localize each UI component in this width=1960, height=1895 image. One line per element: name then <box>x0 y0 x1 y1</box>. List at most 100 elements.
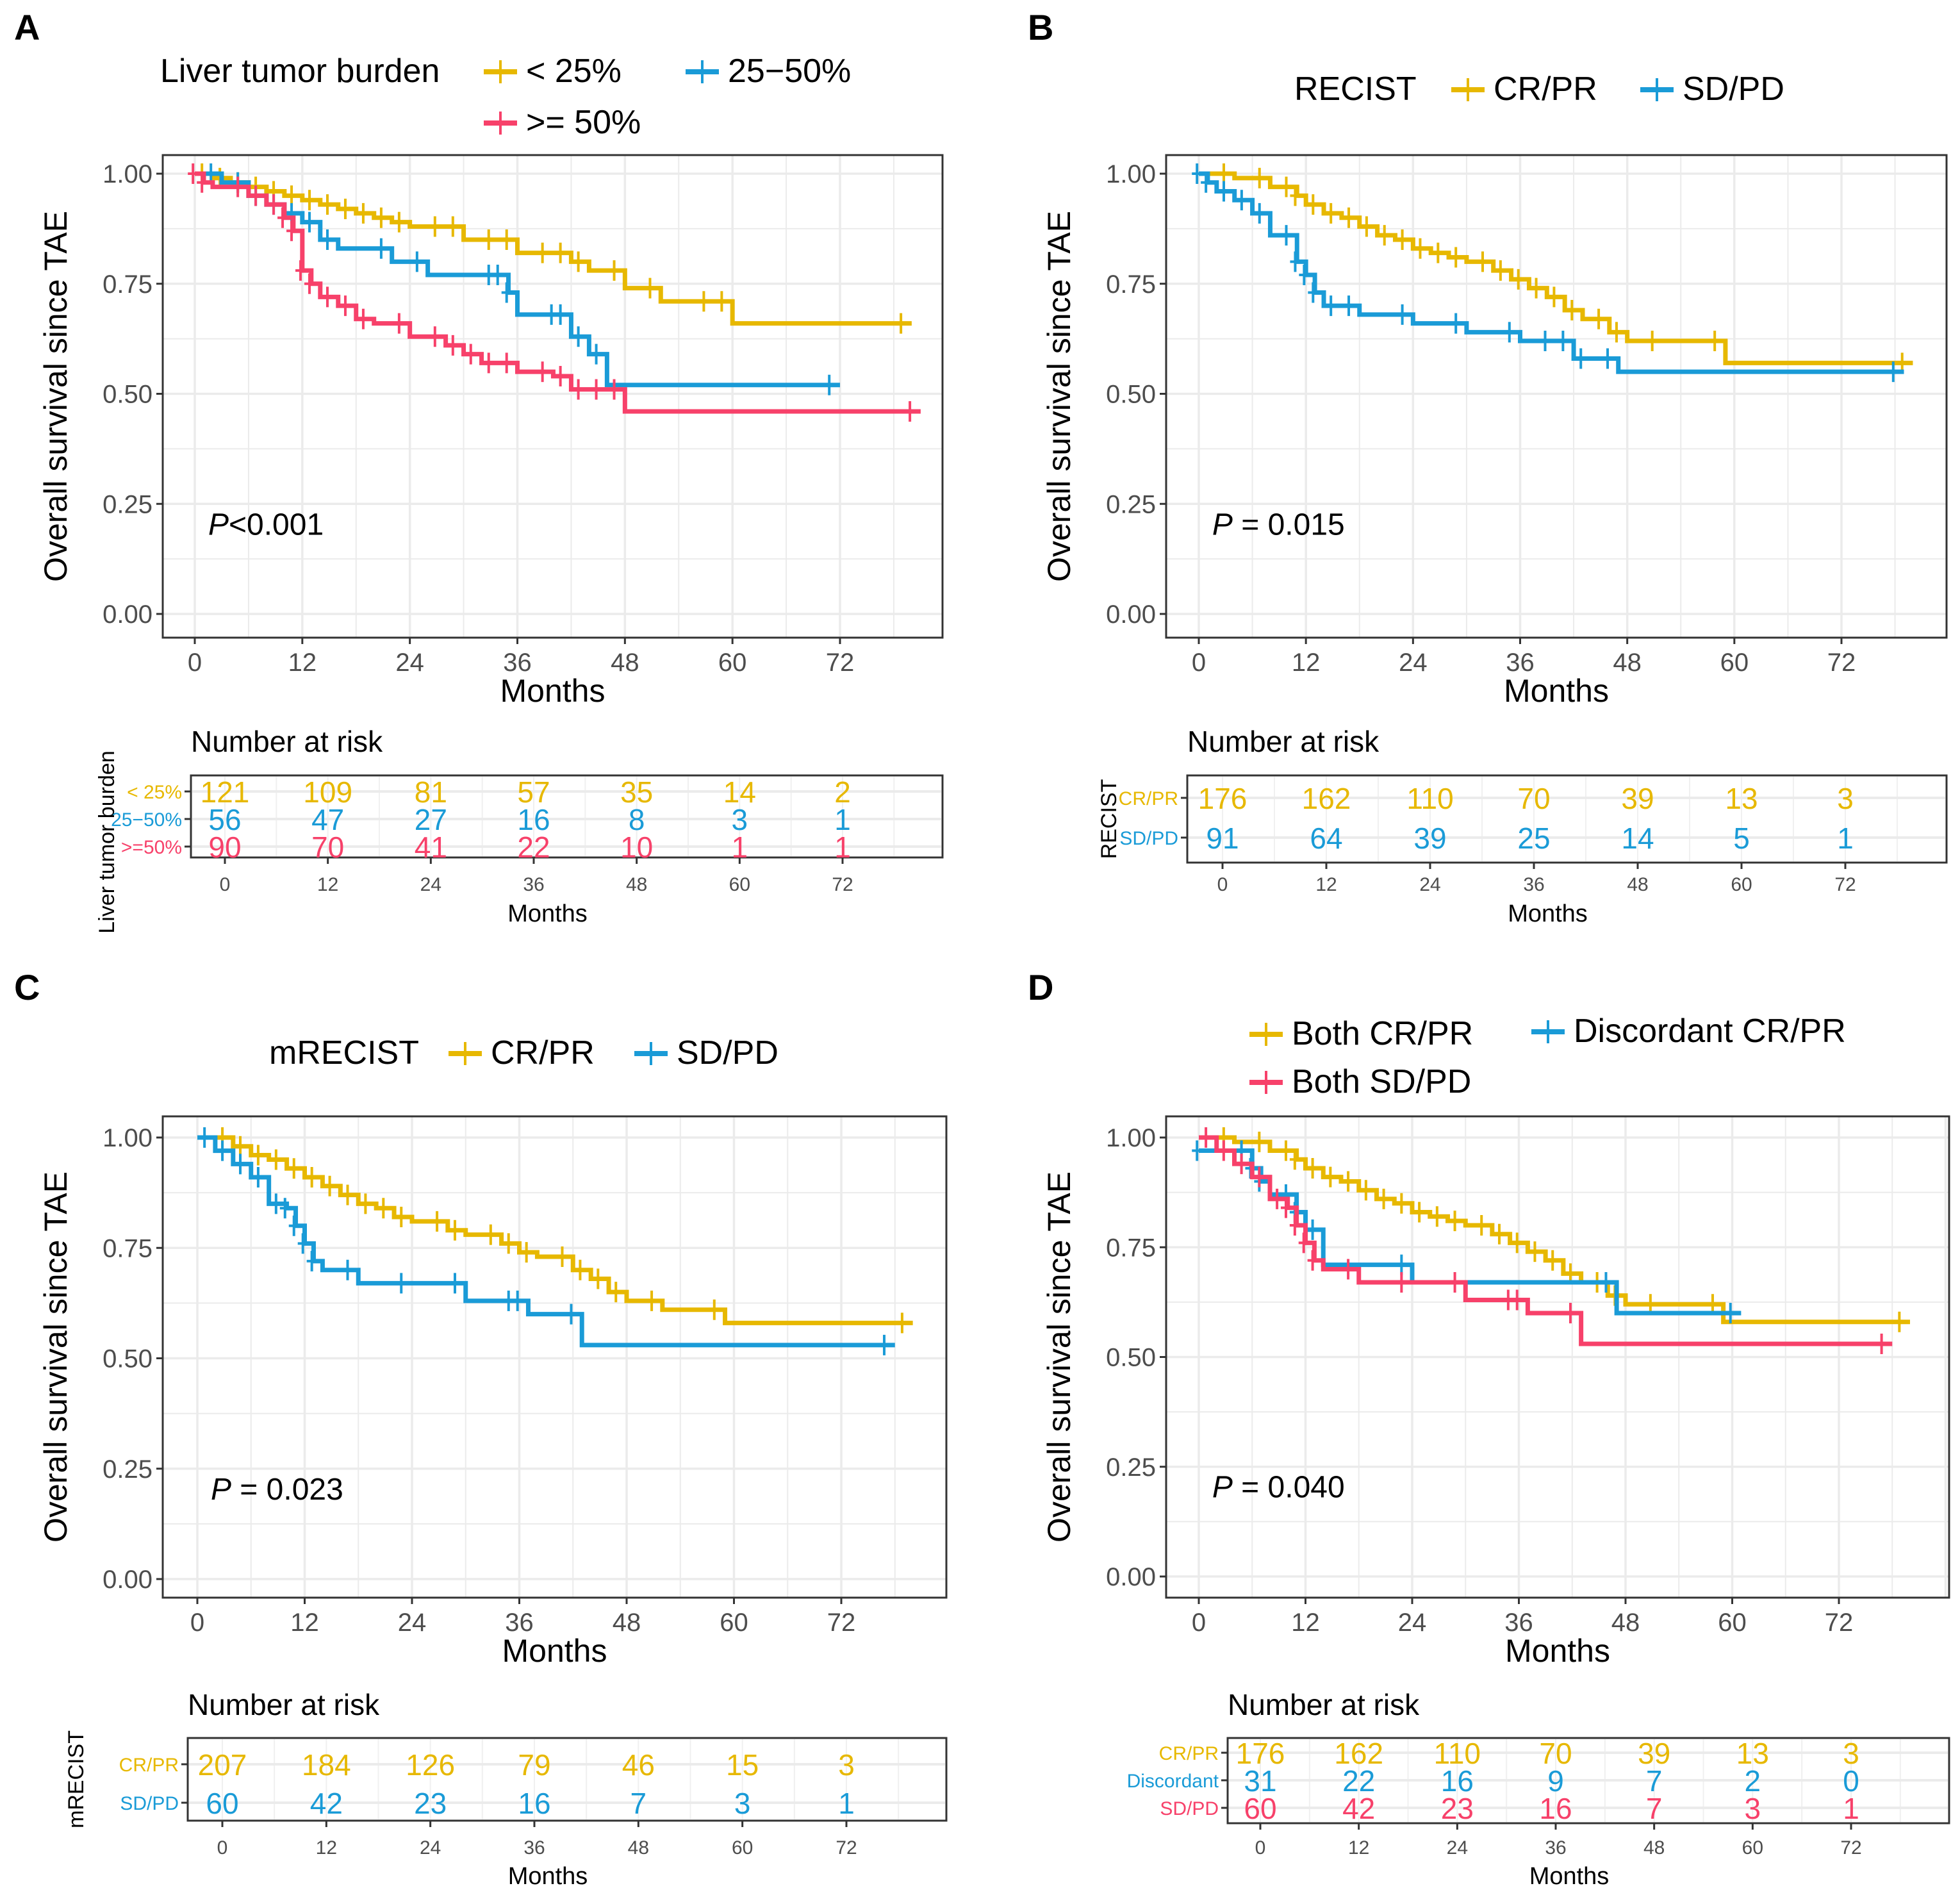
censor-mark <box>322 229 333 251</box>
censor-mark <box>393 211 404 233</box>
risk-x-tick-label: 36 <box>1523 874 1544 895</box>
plot-border <box>1165 154 1948 639</box>
censor-mark <box>709 1299 720 1320</box>
censor-mark <box>1280 1197 1291 1218</box>
censor-mark <box>1378 1188 1389 1209</box>
censor-mark <box>1547 1250 1558 1271</box>
risk-count: 27 <box>415 803 447 836</box>
censor-mark <box>1201 172 1212 193</box>
risk-row-label: SD/PD <box>1160 1798 1219 1819</box>
censor-mark <box>1344 207 1355 228</box>
risk-count: 162 <box>1334 1737 1383 1770</box>
legend-item-label: Both CR/PR <box>1292 1015 1473 1052</box>
km-curve-1 <box>1199 171 1913 365</box>
censor-mark <box>1254 167 1265 188</box>
legend-item-label: Discordant CR/PR <box>1574 1013 1846 1050</box>
censor-mark <box>1299 265 1310 286</box>
legend: Both CR/PR Discordant CR/PR Both SD/PD <box>1249 1013 1846 1100</box>
censor-mark <box>1280 1140 1291 1161</box>
risk-count: 81 <box>415 775 447 809</box>
censor-mark <box>521 1242 532 1263</box>
x-tick-label: 36 <box>1506 649 1535 677</box>
y-axis-title: Overall survival since TAE <box>38 1171 74 1543</box>
censor-mark <box>905 401 916 422</box>
censor-mark <box>1307 1250 1318 1271</box>
censor-mark <box>546 304 557 325</box>
risk-count: 176 <box>1198 782 1248 815</box>
panel-letter: D <box>1028 967 1053 1007</box>
legend-item-label: >= 50% <box>526 104 641 141</box>
risk-count: 13 <box>1725 782 1758 815</box>
censor-mark <box>1876 1333 1887 1354</box>
censor-mark <box>1449 1211 1460 1232</box>
risk-count: 35 <box>620 775 653 809</box>
risk-count: 70 <box>1517 782 1550 815</box>
x-tick-label: 36 <box>1504 1609 1533 1637</box>
plot-border <box>161 154 944 639</box>
censor-mark <box>1725 1303 1736 1323</box>
x-tick-label: 0 <box>188 649 202 677</box>
risk-count: 2 <box>834 775 851 809</box>
censor-mark <box>896 1312 907 1334</box>
censor-mark <box>1360 1180 1371 1201</box>
risk-x-tick-label: 72 <box>1834 874 1856 895</box>
risk-x-tick-label: 36 <box>1545 1837 1566 1858</box>
censor-mark <box>1236 1154 1247 1175</box>
legend: Liver tumor burden < 25% 25−50% >= 50% <box>160 53 851 141</box>
censor-mark <box>1307 1219 1318 1240</box>
p-value-text: = 0.023 <box>231 1473 343 1507</box>
risk-table-title: Number at risk <box>1228 1688 1420 1721</box>
censor-mark <box>1344 295 1355 317</box>
censor-mark <box>492 265 503 286</box>
risk-row-label: CR/PR <box>119 1755 179 1776</box>
censor-mark <box>270 1149 281 1170</box>
censor-mark <box>447 335 458 356</box>
censor-mark <box>1379 225 1390 246</box>
censor-mark <box>1289 1215 1300 1236</box>
risk-x-tick-label: 0 <box>1255 1837 1266 1858</box>
risk-x-tick-label: 36 <box>523 1837 545 1858</box>
risk-count: 39 <box>1621 782 1654 815</box>
censor-mark <box>1236 190 1247 211</box>
censor-mark <box>1495 260 1506 281</box>
risk-x-tick-label: 48 <box>1627 874 1648 895</box>
censor-mark <box>1558 331 1569 352</box>
y-tick-label: 0.00 <box>103 1566 152 1594</box>
x-tick-label: 72 <box>1825 1609 1854 1637</box>
censor-mark <box>322 194 333 215</box>
y-tick-label: 0.75 <box>103 1234 152 1262</box>
censor-mark <box>483 229 494 251</box>
censor-mark <box>501 352 512 374</box>
x-tick-label: 12 <box>290 1609 319 1637</box>
censor-mark <box>1343 1171 1354 1192</box>
risk-count: 3 <box>838 1748 855 1782</box>
risk-x-title: Months <box>508 1863 588 1890</box>
risk-count: 47 <box>311 803 344 836</box>
y-tick-label: 0.25 <box>103 490 152 518</box>
risk-count: 3 <box>1837 782 1854 815</box>
risk-x-tick-label: 72 <box>832 874 853 895</box>
risk-count: 207 <box>198 1748 247 1782</box>
censor-mark <box>645 277 655 299</box>
risk-x-tick-label: 60 <box>732 1837 753 1858</box>
x-tick-label: 0 <box>1192 649 1206 677</box>
p-value: P = 0.040 <box>1212 1471 1345 1505</box>
x-tick-label: 24 <box>1399 649 1428 677</box>
y-tick-label: 0.50 <box>1106 381 1156 409</box>
censor-mark <box>1281 225 1292 246</box>
risk-count: 16 <box>1441 1764 1474 1798</box>
risk-count: 8 <box>629 803 645 836</box>
censor-mark <box>1396 1254 1407 1275</box>
censor-mark <box>557 1246 568 1268</box>
censor-mark <box>304 273 315 294</box>
censor-mark <box>1307 1157 1318 1179</box>
risk-x-title: Months <box>1529 1863 1610 1890</box>
risk-count: 42 <box>1342 1792 1375 1825</box>
risk-x-tick-label: 24 <box>420 1837 441 1858</box>
legend-title: mRECIST <box>269 1034 419 1072</box>
censor-mark <box>1529 1241 1540 1262</box>
x-axis-title: Months <box>500 673 605 709</box>
risk-x-tick-label: 12 <box>317 874 338 895</box>
censor-mark <box>1219 181 1230 202</box>
censor-mark <box>1325 1166 1336 1187</box>
